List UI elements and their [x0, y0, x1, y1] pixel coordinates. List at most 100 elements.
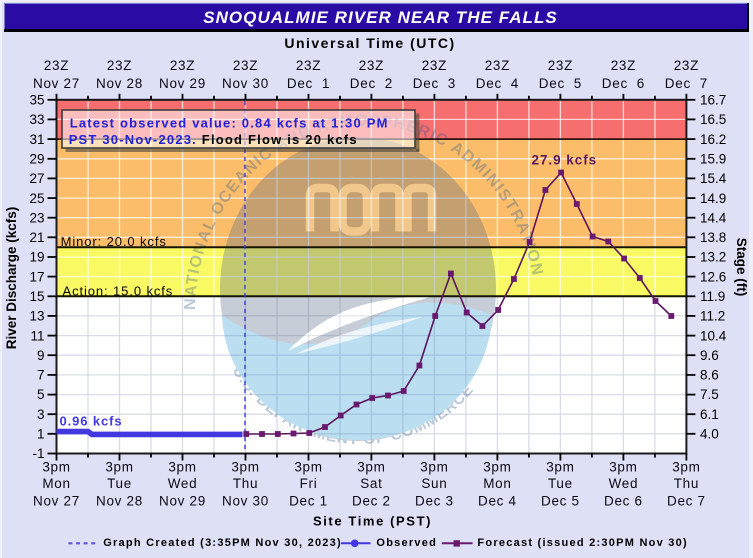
- svg-text:Wed: Wed: [609, 476, 639, 491]
- svg-text:Mon: Mon: [483, 476, 511, 491]
- svg-text:14.9: 14.9: [700, 191, 726, 206]
- svg-text:11: 11: [30, 328, 44, 343]
- svg-text:23Z: 23Z: [674, 58, 699, 73]
- svg-text:Thu: Thu: [674, 476, 699, 491]
- svg-text:Nov 27: Nov 27: [33, 76, 80, 91]
- svg-text:Sat: Sat: [360, 476, 382, 491]
- svg-text:9: 9: [37, 348, 45, 363]
- svg-text:23Z: 23Z: [233, 58, 258, 73]
- svg-text:3pm: 3pm: [231, 460, 259, 475]
- svg-text:3pm: 3pm: [672, 460, 700, 475]
- svg-text:31: 31: [29, 132, 44, 147]
- svg-text:-1: -1: [32, 446, 44, 461]
- svg-text:Nov 30: Nov 30: [222, 76, 269, 91]
- svg-text:River Discharge (kcfs): River Discharge (kcfs): [4, 207, 19, 350]
- svg-text:13.2: 13.2: [700, 250, 726, 265]
- svg-text:SNOQUALMIE RIVER NEAR THE FALL: SNOQUALMIE RIVER NEAR THE FALLS: [203, 8, 558, 27]
- svg-text:Graph Created (3:35PM Nov 30,: Graph Created (3:35PM Nov 30, 2023): [103, 537, 342, 549]
- svg-text:7.5: 7.5: [700, 387, 719, 402]
- svg-text:Tue: Tue: [548, 476, 573, 491]
- svg-text:Site Time (PST): Site Time (PST): [313, 514, 432, 529]
- svg-text:1: 1: [37, 427, 45, 442]
- svg-text:23Z: 23Z: [359, 58, 384, 73]
- svg-text:27: 27: [29, 171, 44, 186]
- svg-text:23Z: 23Z: [548, 58, 573, 73]
- svg-text:3pm: 3pm: [483, 460, 511, 475]
- svg-text:Action: 15.0 kcfs: Action: 15.0 kcfs: [63, 283, 174, 298]
- svg-text:16.7: 16.7: [700, 93, 726, 108]
- svg-text:Nov 27: Nov 27: [33, 494, 80, 509]
- svg-text:23Z: 23Z: [296, 58, 321, 73]
- svg-text:16.2: 16.2: [700, 132, 726, 147]
- svg-text:3pm: 3pm: [168, 460, 196, 475]
- svg-text:5: 5: [37, 387, 45, 402]
- svg-text:Nov 30: Nov 30: [222, 494, 269, 509]
- svg-text:25: 25: [29, 191, 44, 206]
- svg-text:Fri: Fri: [300, 476, 318, 491]
- svg-text:23Z: 23Z: [611, 58, 636, 73]
- svg-text:Nov 29: Nov 29: [159, 76, 206, 91]
- svg-text:Mon: Mon: [42, 476, 70, 491]
- svg-text:3pm: 3pm: [105, 460, 133, 475]
- svg-text:3pm: 3pm: [546, 460, 574, 475]
- svg-text:27.9 kcfs: 27.9 kcfs: [532, 153, 598, 168]
- svg-text:PST 30-Nov-2023. Flood Flow is: PST 30-Nov-2023. Flood Flow is 20 kcfs: [69, 132, 358, 147]
- svg-text:Nov 29: Nov 29: [159, 494, 206, 509]
- svg-text:7: 7: [37, 368, 45, 383]
- svg-text:3pm: 3pm: [294, 460, 322, 475]
- svg-text:Dec 3: Dec 3: [413, 76, 456, 91]
- svg-text:Wed: Wed: [168, 476, 198, 491]
- svg-text:Dec 4: Dec 4: [478, 494, 517, 509]
- svg-text:10.4: 10.4: [700, 328, 727, 343]
- svg-text:13.8: 13.8: [700, 230, 726, 245]
- svg-text:3pm: 3pm: [420, 460, 448, 475]
- svg-text:33: 33: [29, 112, 44, 127]
- svg-text:23: 23: [29, 210, 44, 225]
- svg-text:23Z: 23Z: [485, 58, 510, 73]
- svg-text:23Z: 23Z: [170, 58, 195, 73]
- svg-text:Stage (ft): Stage (ft): [734, 238, 749, 297]
- svg-text:35: 35: [29, 93, 44, 108]
- svg-text:Thu: Thu: [233, 476, 258, 491]
- svg-text:Tue: Tue: [107, 476, 132, 491]
- svg-text:11.9: 11.9: [700, 289, 725, 304]
- svg-text:Sun: Sun: [421, 476, 447, 491]
- svg-text:Dec 5: Dec 5: [541, 494, 580, 509]
- svg-text:Dec 6: Dec 6: [602, 76, 645, 91]
- svg-text:Dec 2: Dec 2: [350, 76, 393, 91]
- svg-text:8.6: 8.6: [700, 368, 719, 383]
- svg-text:19: 19: [29, 250, 44, 265]
- svg-text:13: 13: [29, 309, 44, 324]
- svg-text:Dec 5: Dec 5: [539, 76, 582, 91]
- svg-text:Nov 28: Nov 28: [96, 494, 143, 509]
- svg-text:15: 15: [29, 289, 44, 304]
- svg-text:Universal Time (UTC): Universal Time (UTC): [284, 35, 455, 51]
- svg-text:Dec 1: Dec 1: [289, 494, 328, 509]
- svg-text:23Z: 23Z: [107, 58, 132, 73]
- svg-text:11.2: 11.2: [700, 309, 725, 324]
- svg-text:Dec 4: Dec 4: [476, 76, 519, 91]
- svg-text:23Z: 23Z: [44, 58, 69, 73]
- svg-text:16.5: 16.5: [700, 112, 726, 127]
- svg-text:6.1: 6.1: [700, 407, 719, 422]
- svg-text:Minor: 20.0 kcfs: Minor: 20.0 kcfs: [61, 234, 167, 249]
- svg-text:Dec 6: Dec 6: [604, 494, 643, 509]
- svg-text:9.6: 9.6: [700, 348, 719, 363]
- svg-text:21: 21: [29, 230, 44, 245]
- svg-text:Dec 2: Dec 2: [352, 494, 391, 509]
- svg-text:15.4: 15.4: [700, 171, 727, 186]
- svg-text:15.9: 15.9: [700, 151, 726, 166]
- svg-text:23Z: 23Z: [422, 58, 447, 73]
- svg-text:Dec 3: Dec 3: [415, 494, 454, 509]
- svg-text:Nov 28: Nov 28: [96, 76, 143, 91]
- svg-text:4.0: 4.0: [700, 427, 719, 442]
- svg-text:Observed: Observed: [376, 537, 437, 549]
- svg-text:3: 3: [37, 407, 45, 422]
- svg-text:Forecast (issued 2:30PM Nov 30: Forecast (issued 2:30PM Nov 30): [477, 537, 688, 549]
- svg-text:Dec 7: Dec 7: [667, 494, 706, 509]
- svg-text:3pm: 3pm: [42, 460, 70, 475]
- svg-text:29: 29: [29, 151, 44, 166]
- svg-text:Latest observed value: 0.84 kc: Latest observed value: 0.84 kcfs at 1:30…: [70, 116, 389, 131]
- svg-text:0.96 kcfs: 0.96 kcfs: [60, 414, 123, 429]
- svg-text:17: 17: [29, 269, 44, 284]
